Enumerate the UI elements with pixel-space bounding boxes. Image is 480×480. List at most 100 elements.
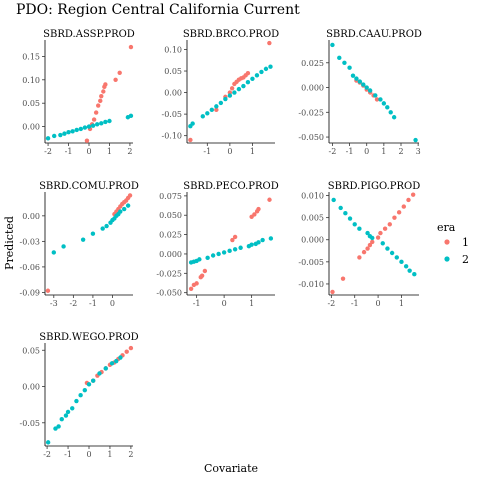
data-point-era-1 (202, 268, 208, 274)
data-point-era-1 (267, 197, 272, 202)
x-tick-label: 0 (376, 299, 381, 308)
x-tick-label: 1 (250, 147, 255, 156)
data-point-era-2 (107, 118, 112, 124)
x-tick-label: 0 (227, 147, 232, 156)
data-point-era-2 (209, 107, 215, 113)
x-tick-label: -1 (346, 147, 354, 156)
data-point-era-2 (58, 132, 63, 138)
data-point-era-2 (337, 55, 342, 61)
data-point-era-1 (410, 192, 416, 197)
data-point-era-1 (378, 230, 383, 236)
y-tick-label: 0.010 (301, 192, 324, 201)
data-point-era-2 (59, 416, 64, 422)
panel-2: SBRD.BRCO.PROD -1 0 1 -0.10 -0.05 0.00 0.05 0.10 (161, 29, 279, 156)
data-point-era-2 (381, 101, 387, 106)
data-point-era-2 (412, 272, 417, 277)
data-point-era-2 (104, 223, 109, 229)
data-point-era-2 (364, 85, 369, 90)
data-point-era-2 (118, 209, 123, 214)
data-point-era-1 (357, 255, 362, 260)
y-tick-label: 0.005 (301, 214, 324, 223)
data-point-era-2 (338, 205, 343, 211)
y-tick-label: -0.09 (19, 288, 40, 297)
data-point-era-1 (340, 276, 346, 281)
y-tick-label: 0.000 (301, 236, 324, 245)
data-point-era-2 (205, 111, 210, 116)
panel-5: SBRD.PECO.PROD -1 0 1 -0.050 -0.025 0.000 0.025… (156, 181, 278, 308)
data-point-era-2 (45, 136, 51, 141)
x-tick-label: 1 (381, 147, 386, 156)
data-point-era-2 (342, 60, 347, 65)
data-point-era-2 (74, 127, 79, 133)
y-tick-label: -0.05 (19, 419, 40, 428)
data-point-era-2 (268, 64, 273, 69)
data-point-era-1 (128, 345, 134, 351)
data-point-era-2 (118, 355, 123, 360)
data-point-era-2 (370, 235, 375, 241)
data-point-era-2 (256, 240, 261, 245)
panel-title: SBRD.PIGO.PROD (328, 181, 421, 192)
y-tick-label: 0.05 (164, 67, 182, 76)
data-point-era-2 (97, 371, 102, 376)
chart-title: PDO: Region Central California Current (16, 2, 300, 18)
data-point-era-2 (99, 121, 104, 126)
data-point-era-2 (90, 231, 96, 236)
data-point-era-1 (93, 110, 99, 115)
data-point-era-2 (350, 73, 356, 78)
data-point-era-2 (86, 124, 92, 129)
x-tick-label: 2 (128, 450, 133, 459)
data-point-era-2 (70, 406, 75, 411)
data-point-era-2 (82, 387, 88, 393)
data-point-era-1 (128, 44, 134, 50)
data-point-era-2 (61, 244, 66, 249)
x-tick-label: -2 (43, 450, 51, 459)
data-point-era-2 (259, 69, 264, 75)
x-tick-label: 1 (107, 450, 112, 459)
data-point-era-2 (357, 79, 363, 84)
legend-title: era (437, 221, 456, 234)
y-tick-label: 0.025 (159, 231, 182, 240)
panel-title: SBRD.CAAU.PROD (326, 29, 422, 40)
data-point-era-1 (98, 98, 103, 104)
panel-6: SBRD.PIGO.PROD -2 -1 0 1 -0.010 -0.005 0.000 0.0… (298, 181, 420, 308)
data-point-era-2 (357, 226, 362, 231)
y-tick-label: -0.025 (298, 108, 324, 117)
y-tick-label: 0.15 (22, 52, 40, 61)
x-tick-label: -2 (69, 299, 77, 308)
data-point-era-2 (367, 88, 373, 93)
x-tick-label: -1 (64, 450, 72, 459)
y-tick-label: 0.05 (22, 346, 40, 355)
x-tick-label: -1 (193, 299, 201, 308)
y-tick-label: 0.05 (22, 99, 40, 108)
data-point-era-1 (256, 206, 261, 212)
data-point-era-2 (90, 123, 96, 128)
y-tick-label: 0.10 (22, 76, 40, 85)
data-point-era-2 (347, 216, 353, 221)
y-tick-label: 0.000 (159, 250, 182, 259)
x-tick-label: 0 (86, 147, 91, 156)
data-point-era-2 (250, 76, 255, 81)
data-point-era-1 (91, 117, 97, 122)
y-tick-label: -0.06 (19, 263, 40, 272)
data-point-era-2 (66, 130, 71, 135)
data-point-era-1 (374, 97, 380, 102)
x-axis-label: Covariate (204, 462, 258, 475)
data-point-era-1 (267, 40, 272, 46)
y-tick-label: 0.10 (164, 45, 182, 54)
data-point-era-2 (197, 257, 202, 262)
x-tick-label: 3 (416, 147, 421, 156)
y-tick-label: -0.025 (156, 269, 182, 278)
data-point-era-1 (227, 90, 233, 95)
data-point-era-2 (260, 237, 265, 243)
data-point-era-2 (249, 242, 254, 247)
data-point-era-1 (99, 93, 104, 99)
data-point-era-1 (199, 273, 205, 278)
data-point-era-2 (90, 378, 96, 383)
data-point-era-1 (230, 237, 235, 243)
legend-label-1: 1 (462, 236, 469, 249)
y-tick-label: 0.075 (159, 192, 182, 201)
data-point-era-2 (74, 398, 79, 404)
y-tick-label: 0.025 (301, 59, 324, 68)
data-point-era-1 (375, 235, 381, 240)
data-point-era-2 (100, 226, 105, 231)
